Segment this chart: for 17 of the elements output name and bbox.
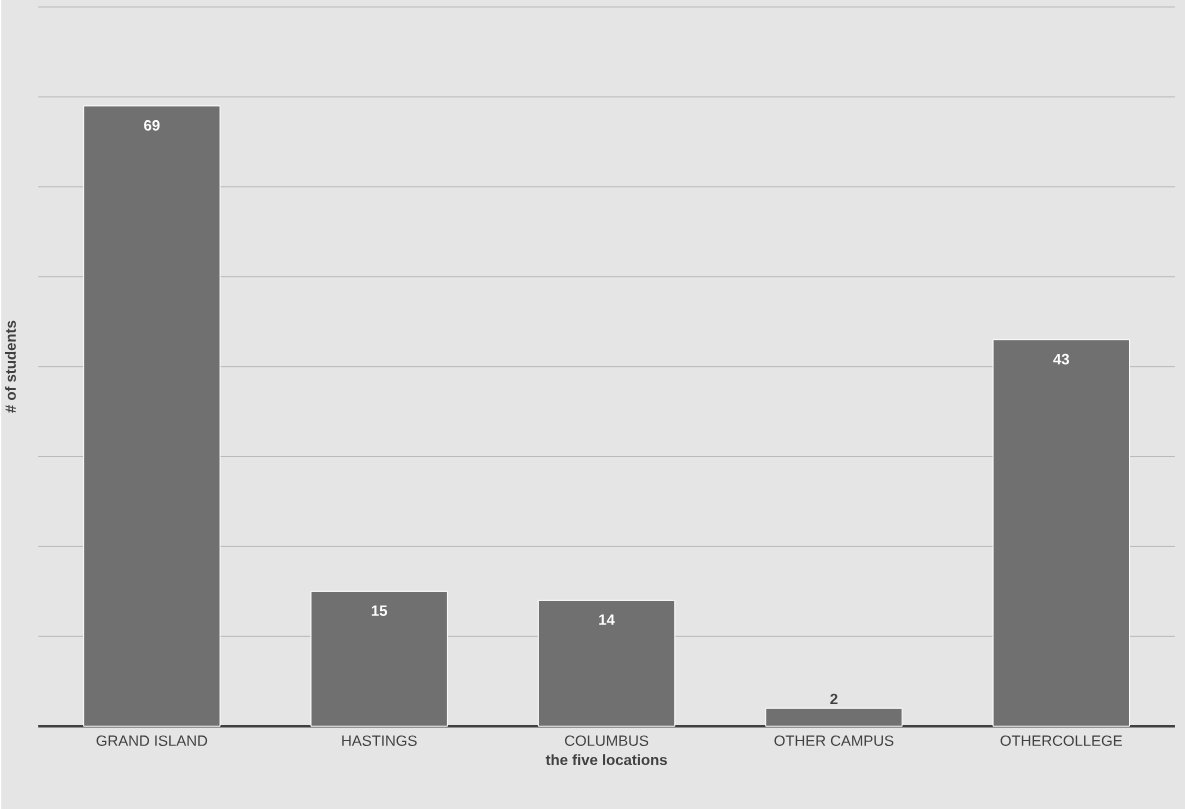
x-tick-label: OTHERCOLLEGE — [1000, 735, 1123, 746]
bar — [310, 590, 448, 727]
x-axis-title: the five locations — [545, 754, 667, 766]
x-tick-label: OTHER CAMPUS — [774, 735, 894, 746]
data-label: 69 — [144, 119, 160, 131]
data-label: 43 — [1053, 353, 1070, 365]
x-tick-label: COLUMBUS — [565, 735, 649, 746]
bar — [765, 707, 903, 727]
bar — [83, 105, 221, 727]
data-label: 14 — [599, 614, 615, 625]
bar — [537, 599, 676, 727]
x-tick-label: GRAND ISLAND — [96, 735, 208, 746]
bar — [992, 339, 1130, 727]
data-label: 2 — [830, 693, 838, 704]
x-tick-label: HASTINGS — [342, 735, 417, 746]
data-label: 15 — [371, 605, 388, 616]
y-axis-title: # of students — [4, 320, 16, 413]
